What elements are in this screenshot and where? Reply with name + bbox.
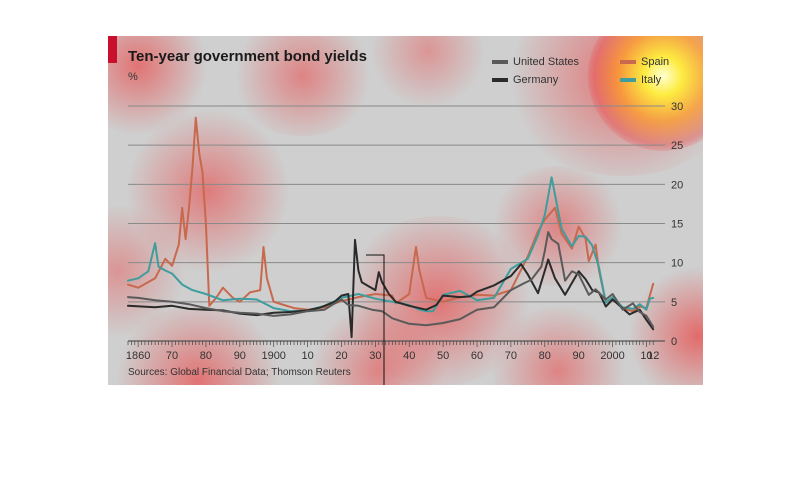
y-tick-label: 5 [671,297,677,309]
annotation-callout [366,254,385,385]
legend-swatch [620,60,636,64]
x-tick-label: 70 [505,350,517,362]
y-tick-label: 25 [671,140,683,152]
legend-label: Germany [513,74,559,86]
x-tick-label: 1860 [126,350,150,362]
legend-label: Italy [641,74,662,86]
series-line-united-states [127,231,655,328]
x-tick-label: 2000 [600,350,624,362]
source-note: Sources: Global Financial Data; Thomson … [128,367,351,378]
x-tick-label: 90 [234,350,246,362]
x-tick-label: 50 [437,350,449,362]
plot-area: 0 5 10 15 20 25 30 1860 70 80 90 1900 10 20 30 40 50 60 70… [126,101,683,362]
x-tick-label: 1900 [261,350,285,362]
x-tick-label: 70 [166,350,178,362]
legend-item-spain: Spain [620,56,669,68]
x-tick-label: 10 [640,350,652,362]
legend-item-united-states: United States [492,56,579,68]
x-tick-label: 30 [369,350,381,362]
chart-title: Ten-year government bond yields [128,48,367,65]
y-tick-label: 30 [671,101,683,113]
legend-item-germany: Germany [492,74,558,86]
legend-label: Spain [641,56,670,68]
red-accent-tab [108,36,117,63]
x-tick-label: 40 [403,350,415,362]
y-tick-label: 20 [671,179,683,191]
x-tick-label: 90 [573,350,585,362]
callout-leader-line [366,254,385,385]
y-tick-label: 10 [671,258,683,270]
legend-label: United States [513,56,580,68]
legend-swatch [492,78,508,82]
x-tick-label: 60 [471,350,483,362]
legend-swatch [492,60,508,64]
x-tick-label: 80 [539,350,551,362]
legend: United States Spain Germany Italy [492,56,692,92]
y-tick-label: 0 [671,336,677,348]
chart-panel: Ten-year government bond yields % United… [108,36,703,385]
x-tick-label: 12 [647,350,659,362]
legend-swatch [620,78,636,82]
x-tick-label: 20 [335,350,347,362]
y-unit-label: % [128,71,138,83]
series-line-italy [127,176,655,313]
legend-item-italy: Italy [620,74,661,86]
x-tick-label: 10 [301,350,313,362]
y-tick-label: 15 [671,219,683,231]
series-line-germany [127,238,655,339]
x-tick-label: 80 [200,350,212,362]
